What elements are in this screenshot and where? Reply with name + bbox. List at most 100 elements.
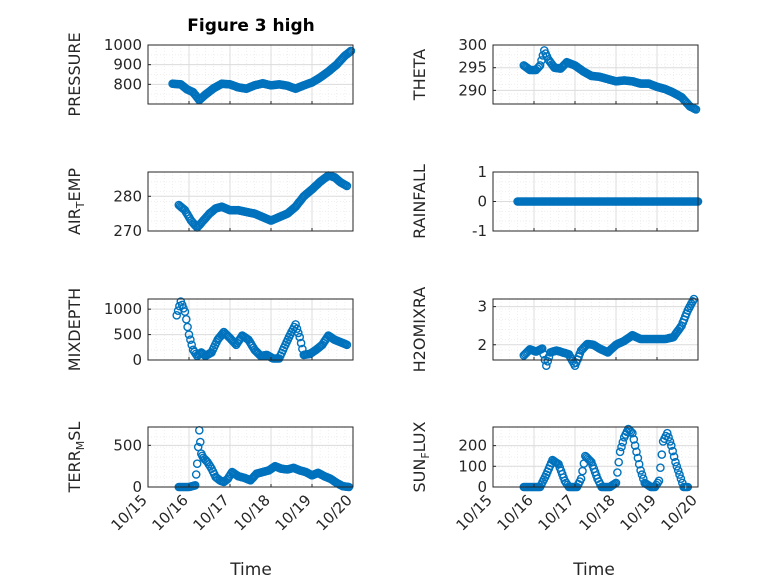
data-point: [584, 455, 594, 465]
data-point: [535, 61, 545, 70]
x-tick-label: 10/16: [149, 491, 192, 534]
data-point: [663, 428, 672, 438]
data-series: [174, 171, 352, 232]
data-series: [172, 297, 352, 363]
data-point: [190, 220, 199, 230]
axes-frame: [492, 44, 699, 105]
y-tick-label: 3: [477, 298, 487, 316]
data-point: [626, 427, 636, 437]
data-point: [618, 437, 628, 447]
axes-frame: [492, 426, 699, 488]
data-series: [519, 294, 699, 371]
y-axis-label: SUNFLUX: [410, 421, 432, 492]
data-point: [187, 340, 196, 350]
data-point: [628, 428, 637, 438]
data-point: [192, 459, 202, 469]
data-point: [295, 332, 305, 342]
data-point: [672, 461, 682, 471]
y-tick-label: 295: [458, 59, 487, 77]
data-point: [537, 344, 547, 353]
data-series: [168, 46, 356, 105]
y-tick-label: 2: [477, 336, 487, 354]
x-axis-label-left: Time: [229, 560, 272, 580]
data-point: [195, 437, 205, 447]
y-tick-label: 300: [458, 36, 487, 54]
y-tick-label: 0: [477, 478, 487, 496]
data-point: [293, 328, 303, 338]
data-point: [342, 181, 352, 191]
subplot-theta: 290 295 300 THETA: [410, 36, 701, 114]
axes-frame: [147, 171, 354, 232]
data-point: [190, 480, 200, 490]
data-point: [676, 474, 686, 484]
y-axis-label: THETA: [410, 49, 429, 101]
data-point: [667, 441, 676, 450]
x-tick-label: 10/19: [617, 491, 660, 534]
y-tick-label: 1000: [104, 300, 142, 318]
data-point: [673, 466, 683, 475]
y-tick-label: 290: [458, 81, 487, 99]
y-tick-label: -1: [472, 222, 487, 240]
data-point: [657, 450, 667, 459]
data-point: [656, 463, 665, 473]
data-point: [292, 324, 302, 334]
y-tick-label: 0: [132, 478, 142, 496]
y-tick-label: 0: [132, 351, 142, 369]
data-point: [200, 454, 209, 464]
y-axis-label: AIRTEMP: [65, 168, 87, 235]
data-point: [543, 356, 553, 366]
x-tick-label: 10/19: [272, 491, 315, 534]
y-tick-label: 800: [113, 75, 142, 93]
y-axis-label: PRESSURE: [65, 32, 84, 116]
data-point: [191, 470, 201, 479]
x-tick-label: 10/15: [453, 491, 496, 534]
data-series: [513, 197, 703, 206]
data-point: [184, 330, 194, 339]
y-tick-label: 100: [458, 457, 487, 475]
data-point: [664, 432, 673, 442]
data-point: [665, 437, 675, 446]
data-point: [636, 466, 645, 475]
axes-frame: [147, 44, 354, 105]
data-point: [181, 314, 191, 324]
data-point: [291, 320, 300, 329]
x-tick-label: 10/15: [108, 491, 151, 534]
y-tick-label: 500: [113, 326, 142, 344]
data-point: [296, 338, 306, 348]
y-tick-label: 280: [113, 187, 142, 205]
data-point: [630, 441, 640, 450]
x-tick-label: 10/20: [313, 491, 356, 534]
data-point: [186, 335, 195, 345]
data-point: [542, 361, 551, 371]
data-point: [668, 446, 678, 456]
data-point: [193, 442, 203, 452]
data-point: [172, 310, 181, 320]
y-axis-label: TERRMSL: [65, 422, 87, 494]
y-tick-label: 500: [113, 436, 142, 454]
data-point: [346, 46, 356, 56]
y-tick-label: 900: [113, 56, 142, 74]
data-point: [654, 476, 664, 486]
axes-frame: [147, 298, 354, 361]
axes-frame: [147, 426, 354, 488]
data-point: [637, 470, 647, 479]
y-tick-label: 200: [458, 437, 487, 455]
data-point: [613, 468, 622, 477]
data-point: [675, 470, 684, 479]
data-point: [585, 456, 595, 466]
x-tick-label: 10/18: [231, 491, 274, 534]
data-point: [634, 459, 644, 469]
data-point: [344, 48, 353, 58]
y-tick-label: 270: [113, 222, 142, 240]
subplot-mixdepth: 0 500 1000 MIXDEPTH: [65, 288, 354, 371]
data-point: [615, 447, 625, 457]
y-axis-label: MIXDEPTH: [65, 288, 84, 371]
subplot-h2omixra: 2 3 H2OMIXRA: [410, 287, 699, 372]
data-point: [632, 447, 641, 457]
data-point: [342, 340, 352, 350]
y-tick-label: 0: [477, 193, 487, 211]
